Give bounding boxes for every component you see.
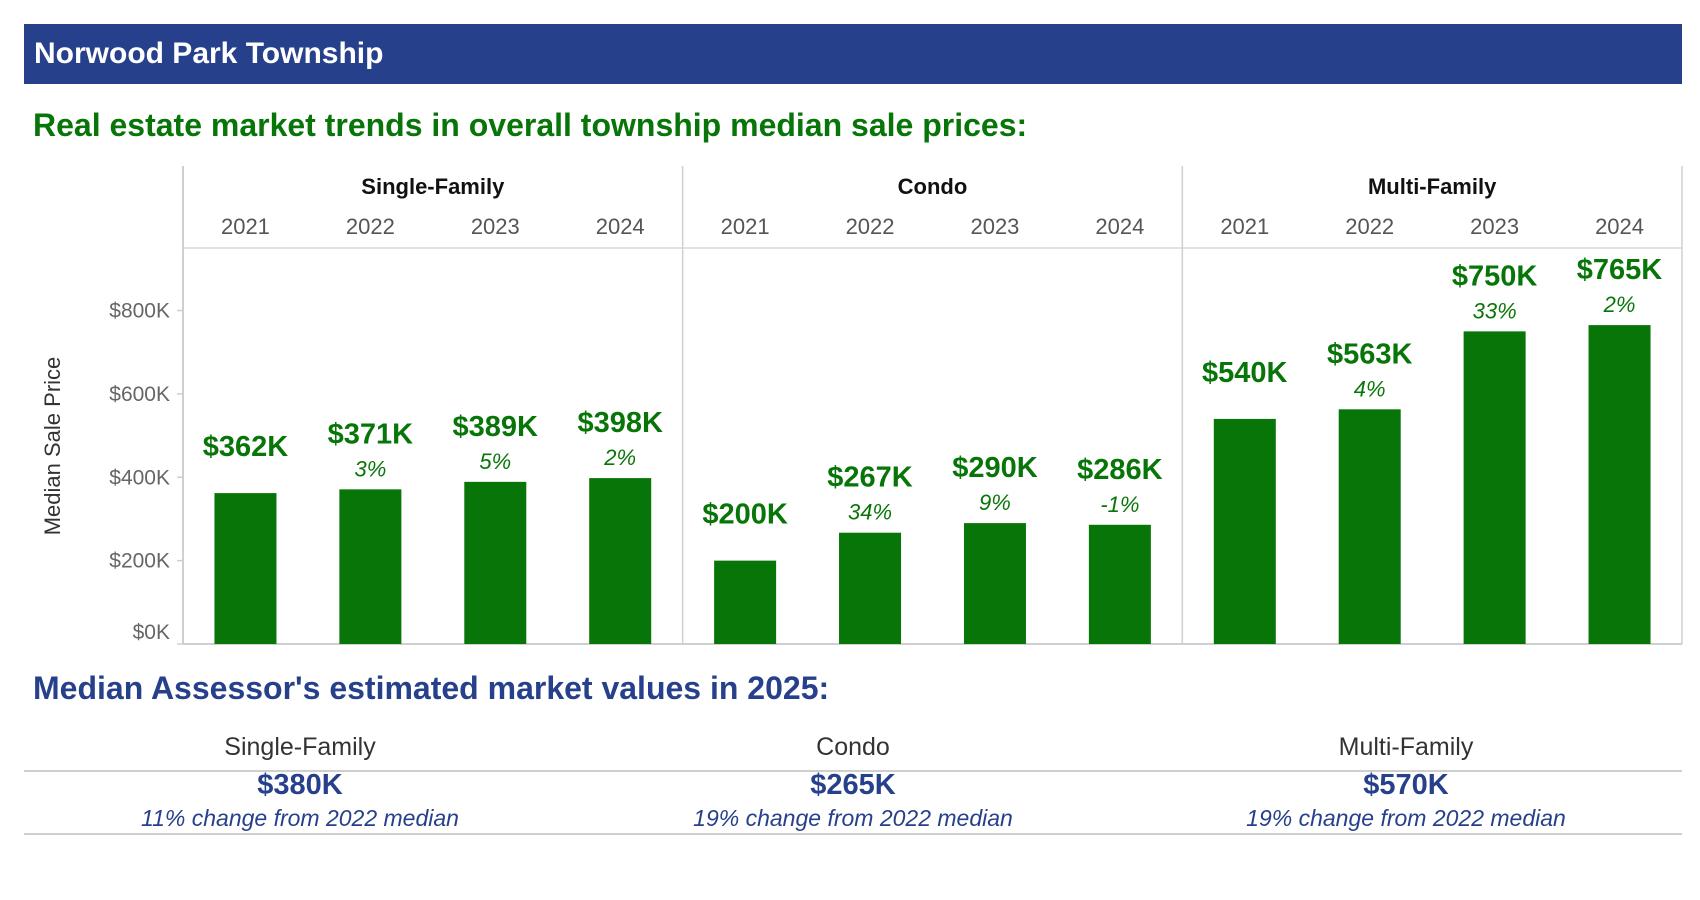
bar xyxy=(1463,331,1526,644)
bar xyxy=(963,523,1026,644)
assessor-value: $380K xyxy=(257,769,343,801)
table-divider-top xyxy=(24,770,1682,772)
page-title: Norwood Park Township xyxy=(34,37,384,70)
value-label: $286K xyxy=(1077,454,1163,486)
trends-section-title: Real estate market trends in overall tow… xyxy=(33,107,1028,143)
change-label: 2% xyxy=(603,445,636,470)
panel-single-family: Single-Family 2021 $362K 2022 3% $371K 2023 5% $… xyxy=(203,174,663,644)
assessor-change: 11% change from 2022 median xyxy=(141,805,459,831)
y-tick-label: $600K xyxy=(109,383,170,406)
value-label: $200K xyxy=(702,499,788,531)
change-label: 5% xyxy=(479,449,511,474)
value-label: $540K xyxy=(1202,357,1288,389)
bar xyxy=(339,489,402,644)
change-label: 2% xyxy=(1603,292,1636,317)
y-axis: Median Sale Price $0K $200K $400K $600K $800K xyxy=(40,300,183,645)
y-tick-label: $200K xyxy=(109,550,170,573)
value-label: $290K xyxy=(952,452,1038,484)
value-label: $750K xyxy=(1452,260,1538,292)
bar xyxy=(589,478,652,644)
value-label: $267K xyxy=(827,462,913,494)
chart-frame xyxy=(182,166,1683,645)
x-tick-label: 2022 xyxy=(1345,214,1394,239)
panel-title: Condo xyxy=(898,174,968,199)
x-tick-label: 2024 xyxy=(1095,214,1144,239)
value-label: $398K xyxy=(577,407,663,439)
assessor-section-title: Median Assessor's estimated market value… xyxy=(33,670,830,706)
x-tick-label: 2022 xyxy=(846,214,895,239)
x-tick-label: 2024 xyxy=(1595,214,1644,239)
value-label: $362K xyxy=(203,431,289,463)
assessor-category: Multi-Family xyxy=(1338,733,1474,761)
median-sale-price-chart: Median Sale Price $0K $200K $400K $600K $800K… xyxy=(40,166,1683,645)
value-label: $563K xyxy=(1327,338,1413,370)
bar xyxy=(1338,409,1401,644)
bar xyxy=(1588,325,1651,644)
bar xyxy=(1213,418,1276,644)
change-label: 34% xyxy=(848,500,892,525)
panel-condo: Condo 2021 $200K 2022 34% $267K 2023 9% $290K 202… xyxy=(702,174,1163,644)
y-axis-title: Median Sale Price xyxy=(40,357,65,536)
assessor-value: $265K xyxy=(810,769,896,801)
x-tick-label: 2023 xyxy=(1470,214,1519,239)
x-tick-label: 2024 xyxy=(596,214,645,239)
x-tick-label: 2023 xyxy=(471,214,520,239)
value-label: $765K xyxy=(1577,254,1663,286)
assessor-change: 19% change from 2022 median xyxy=(1246,805,1566,831)
bar xyxy=(839,532,902,644)
y-tick-label: $0K xyxy=(133,621,170,644)
value-label: $389K xyxy=(453,411,539,443)
chart-panels: Single-Family 2021 $362K 2022 3% $371K 2023 5% $… xyxy=(203,174,1662,644)
x-tick-label: 2023 xyxy=(970,214,1019,239)
change-label: 3% xyxy=(354,456,386,481)
y-tick-label: $800K xyxy=(109,300,170,323)
header-bar: Norwood Park Township xyxy=(24,24,1682,84)
change-label: 4% xyxy=(1354,376,1386,401)
table-divider-bottom xyxy=(24,833,1682,835)
assessor-values-table: Single-Family $380K 11% change from 2022… xyxy=(24,732,1682,835)
change-label: -1% xyxy=(1100,492,1139,517)
assessor-change: 19% change from 2022 median xyxy=(693,805,1013,831)
assessor-category: Condo xyxy=(816,733,890,761)
x-tick-label: 2021 xyxy=(721,214,770,239)
change-label: 33% xyxy=(1473,298,1517,323)
panel-title: Single-Family xyxy=(361,174,505,199)
value-label: $371K xyxy=(328,418,414,450)
panel-title: Multi-Family xyxy=(1368,174,1497,199)
bar xyxy=(214,493,277,644)
x-tick-label: 2021 xyxy=(1220,214,1269,239)
assessor-value: $570K xyxy=(1363,769,1449,801)
bar xyxy=(714,560,777,644)
change-label: 9% xyxy=(979,490,1011,515)
panel-multi-family: Multi-Family 2021 $540K 2022 4% $563K 2023 33% $… xyxy=(1202,174,1662,644)
y-tick-label: $400K xyxy=(109,466,170,489)
x-tick-label: 2021 xyxy=(221,214,270,239)
assessor-category: Single-Family xyxy=(224,733,376,761)
bar xyxy=(464,481,527,644)
x-tick-label: 2022 xyxy=(346,214,395,239)
bar xyxy=(1088,524,1151,644)
